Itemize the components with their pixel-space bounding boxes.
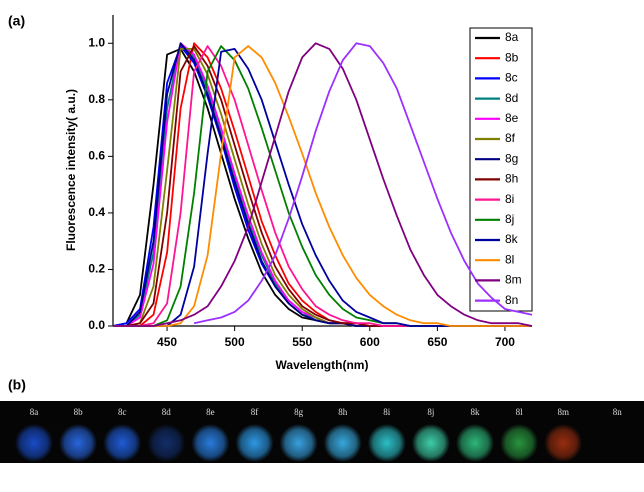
vial-glow (411, 424, 450, 462)
vial-label: 8a (30, 407, 39, 417)
vial-label: 8f (251, 407, 259, 417)
vial-glow (15, 424, 53, 462)
vial-label: 8b (74, 407, 84, 417)
vial-glow (323, 424, 362, 462)
legend-label: 8n (505, 293, 518, 307)
vial-label: 8d (162, 407, 172, 417)
y-tick-label: 0.6 (88, 149, 105, 163)
vial-glow (500, 424, 539, 462)
y-tick-label: 0.8 (88, 92, 105, 106)
legend-label: 8k (505, 232, 519, 246)
legend-label: 8m (505, 273, 522, 287)
panel-label: (a) (8, 13, 25, 29)
legend-label: 8e (505, 111, 519, 125)
x-tick-label: 550 (292, 335, 312, 349)
vial-label: 8l (516, 407, 524, 417)
legend-box (469, 27, 533, 312)
legend-label: 8h (505, 172, 518, 186)
vial-label: 8n (613, 407, 623, 417)
series-line (113, 45, 532, 327)
vial-label: 8m (557, 407, 569, 417)
vial-glow (456, 424, 494, 462)
vial-glow (191, 424, 230, 462)
legend-label: 8i (505, 192, 514, 206)
y-tick-label: 0.0 (88, 318, 105, 332)
vial-label: 8k (471, 407, 481, 417)
y-tick-label: 1.0 (88, 35, 105, 49)
legend-label: 8d (505, 91, 518, 105)
vial-label: 8j (427, 407, 434, 417)
vial-glow (103, 424, 142, 462)
vial-label: 8c (118, 407, 127, 417)
x-axis-label: Wavelength(nm) (276, 358, 369, 372)
legend-label: 8c (505, 71, 518, 85)
vial-glow (147, 424, 186, 462)
legend-label: 8l (505, 252, 514, 266)
x-tick-label: 700 (495, 335, 515, 349)
vial-glow (235, 424, 274, 462)
x-tick-label: 500 (225, 335, 245, 349)
x-tick-label: 600 (360, 335, 380, 349)
legend-label: 8b (505, 50, 519, 64)
vial-glow (279, 424, 318, 462)
vial-label: 8e (206, 407, 215, 417)
vial-label: 8g (294, 407, 304, 417)
legend-label: 8f (505, 131, 516, 145)
vial-label: 8h (338, 407, 348, 417)
legend-label: 8g (505, 151, 518, 165)
legend-label: 8a (505, 30, 519, 44)
legend-label: 8j (505, 212, 514, 226)
vial-label: 8i (383, 407, 391, 417)
panel-label: (b) (8, 377, 26, 393)
x-tick-label: 450 (157, 335, 177, 349)
vial-glow (59, 424, 98, 462)
vial-glow (367, 424, 406, 462)
vial-glow (544, 424, 583, 462)
y-tick-label: 0.4 (88, 205, 105, 219)
x-tick-label: 650 (427, 335, 447, 349)
y-tick-label: 0.2 (88, 262, 105, 276)
series-line (113, 42, 533, 327)
y-axis-label: Fluorescence intensity( a.u.) (64, 89, 78, 251)
